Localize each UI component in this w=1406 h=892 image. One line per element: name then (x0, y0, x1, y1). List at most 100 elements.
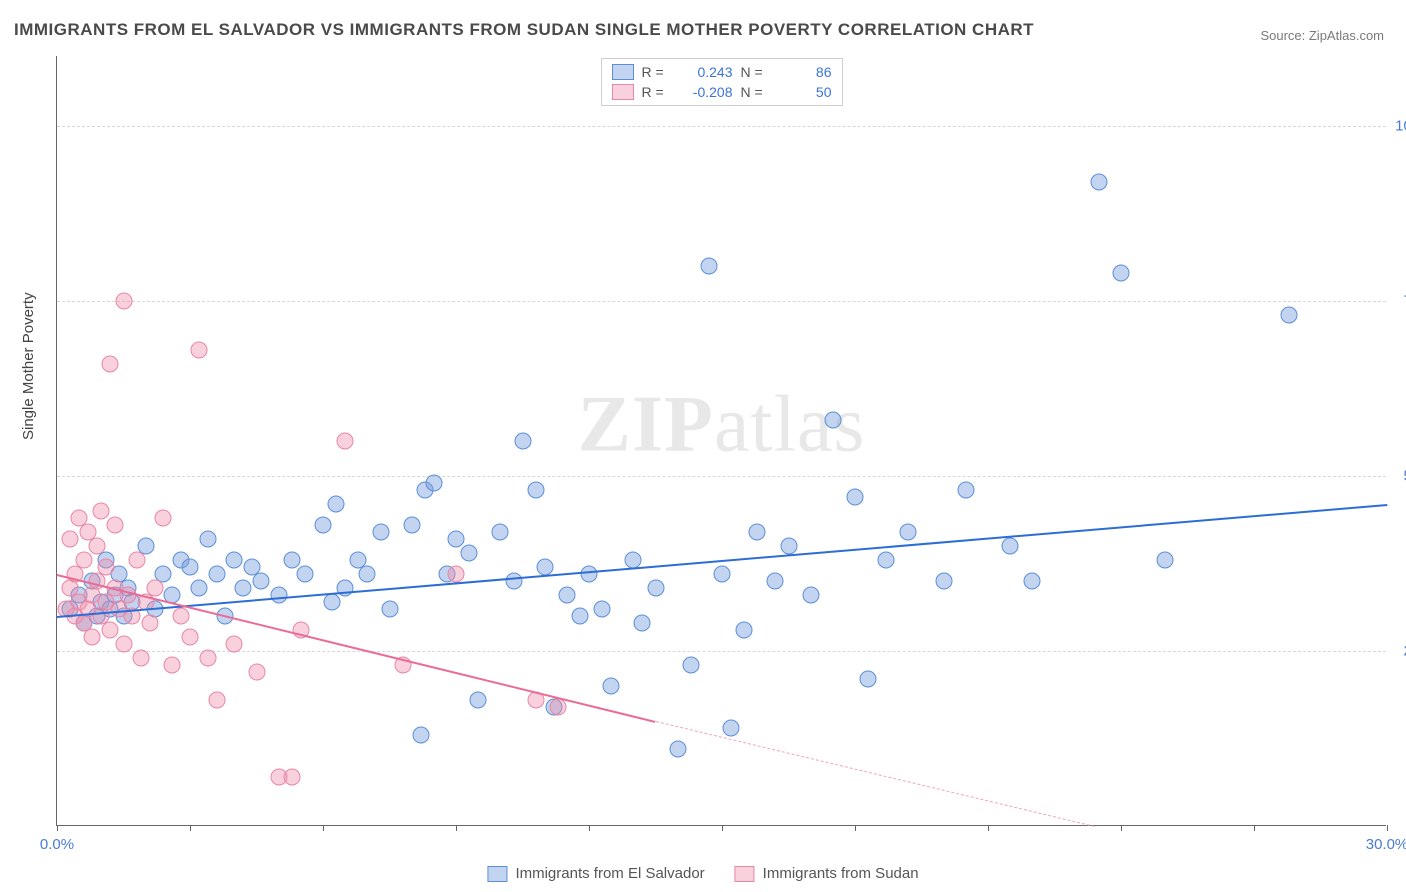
data-point (669, 741, 686, 758)
data-point (128, 552, 145, 569)
legend-item-series1: Immigrants from El Salvador (487, 865, 704, 882)
y-tick-label: 50.0% (1391, 468, 1406, 485)
data-point (323, 594, 340, 611)
data-point (527, 482, 544, 499)
chart-title: IMMIGRANTS FROM EL SALVADOR VS IMMIGRANT… (14, 20, 1034, 40)
y-axis-label: Single Mother Poverty (20, 292, 37, 440)
data-point (714, 566, 731, 583)
data-point (536, 559, 553, 576)
data-point (722, 720, 739, 737)
data-point (594, 601, 611, 618)
r-label: R = (642, 84, 670, 100)
data-point (1281, 307, 1298, 324)
data-point (337, 433, 354, 450)
data-point (84, 629, 101, 646)
data-point (647, 580, 664, 597)
legend-statistics: R = 0.243 N = 86 R = -0.208 N = 50 (601, 58, 843, 106)
gridline-h (57, 476, 1386, 477)
n-label: N = (741, 64, 769, 80)
data-point (283, 552, 300, 569)
legend-row-series2: R = -0.208 N = 50 (612, 82, 832, 102)
data-point (1002, 538, 1019, 555)
data-point (780, 538, 797, 555)
data-point (505, 573, 522, 590)
data-point (412, 727, 429, 744)
x-tick (988, 825, 989, 831)
x-tick (456, 825, 457, 831)
data-point (88, 538, 105, 555)
data-point (767, 573, 784, 590)
x-tick (722, 825, 723, 831)
data-point (142, 615, 159, 632)
y-tick-label: 25.0% (1391, 643, 1406, 660)
r-value-series2: -0.208 (678, 84, 733, 100)
data-point (93, 503, 110, 520)
data-point (847, 489, 864, 506)
x-tick (855, 825, 856, 831)
n-value-series1: 86 (777, 64, 832, 80)
data-point (603, 678, 620, 695)
data-point (736, 622, 753, 639)
data-point (860, 671, 877, 688)
y-tick-label: 100.0% (1391, 118, 1406, 135)
swatch-pink (735, 866, 755, 882)
data-point (208, 566, 225, 583)
n-value-series2: 50 (777, 84, 832, 100)
data-point (1113, 265, 1130, 282)
data-point (97, 559, 114, 576)
data-point (115, 293, 132, 310)
data-point (900, 524, 917, 541)
data-point (182, 559, 199, 576)
data-point (957, 482, 974, 499)
data-point (75, 552, 92, 569)
data-point (1090, 174, 1107, 191)
x-tick (323, 825, 324, 831)
data-point (226, 636, 243, 653)
r-label: R = (642, 64, 670, 80)
data-point (514, 433, 531, 450)
data-point (252, 573, 269, 590)
data-point (283, 769, 300, 786)
data-point (682, 657, 699, 674)
data-point (572, 608, 589, 625)
data-point (235, 580, 252, 597)
data-point (700, 258, 717, 275)
data-point (381, 601, 398, 618)
data-point (935, 573, 952, 590)
data-point (634, 615, 651, 632)
data-point (749, 524, 766, 541)
data-point (461, 545, 478, 562)
data-point (824, 412, 841, 429)
data-point (328, 496, 345, 513)
legend-series: Immigrants from El Salvador Immigrants f… (487, 865, 918, 882)
x-tick (589, 825, 590, 831)
data-point (106, 517, 123, 534)
data-point (173, 608, 190, 625)
x-tick (190, 825, 191, 831)
gridline-h (57, 301, 1386, 302)
data-point (558, 587, 575, 604)
data-point (448, 531, 465, 548)
data-point (115, 636, 132, 653)
data-point (372, 524, 389, 541)
data-point (1157, 552, 1174, 569)
data-point (297, 566, 314, 583)
data-point (359, 566, 376, 583)
x-tick (1387, 825, 1388, 831)
data-point (133, 650, 150, 667)
data-point (802, 587, 819, 604)
data-point (403, 517, 420, 534)
data-point (208, 692, 225, 709)
data-point (164, 657, 181, 674)
x-tick (1254, 825, 1255, 831)
data-point (470, 692, 487, 709)
trend-line (655, 721, 1094, 827)
legend-item-series2: Immigrants from Sudan (735, 865, 919, 882)
data-point (155, 510, 172, 527)
data-point (581, 566, 598, 583)
data-point (190, 580, 207, 597)
n-label: N = (741, 84, 769, 100)
r-value-series1: 0.243 (678, 64, 733, 80)
data-point (878, 552, 895, 569)
swatch-blue (487, 866, 507, 882)
